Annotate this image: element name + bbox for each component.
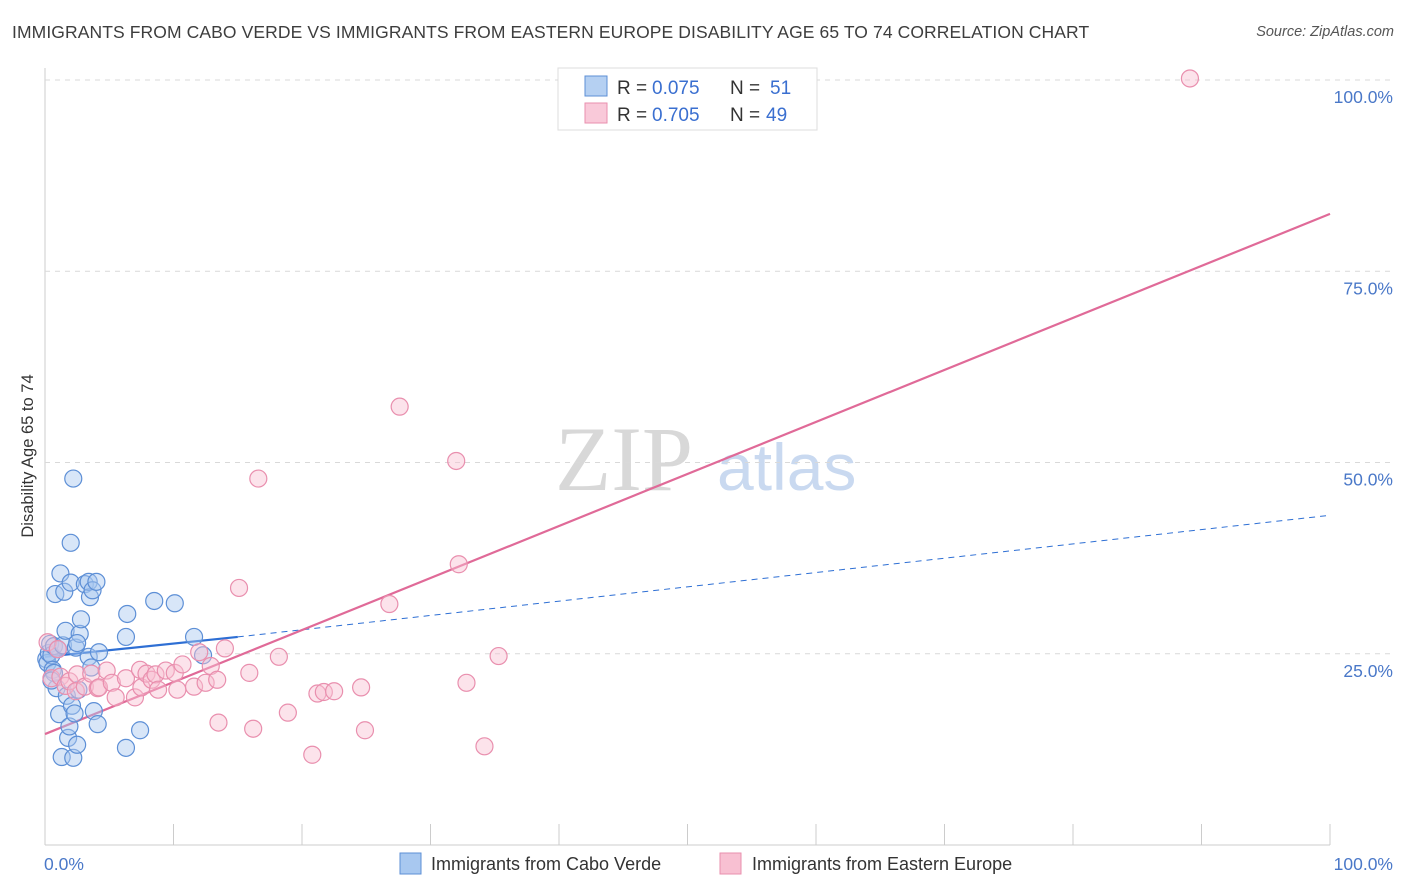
data-point-eastern-europe [457,673,476,692]
legend-label-eastern-europe: Immigrants from Eastern Europe [752,854,1012,874]
data-point-eastern-europe [106,688,125,707]
data-point-eastern-europe [489,646,508,666]
data-point-eastern-europe [249,469,268,488]
data-point-cabo-verde [130,721,150,740]
watermark-zip: ZIP [555,408,693,510]
data-point-eastern-europe [125,688,145,707]
x-tick-label-max: 100.0% [1334,854,1393,874]
data-point-cabo-verde [51,564,70,583]
stats-r-value-1: 0.075 [652,78,700,99]
data-point-eastern-europe [447,451,466,471]
stats-r-label-1: R = [617,78,647,99]
data-point-cabo-verde [50,705,69,724]
source-credit: Source: ZipAtlas.com [1256,24,1394,40]
trend-line-eastern-europe [44,212,1331,736]
stats-n-value-2: 49 [766,105,787,126]
stats-r-value-2: 0.705 [652,105,700,126]
y-tick-label: 25.0% [1343,661,1393,681]
data-point-cabo-verde [61,573,80,592]
data-point-eastern-europe [303,745,322,764]
legend-label-cabo-verde: Immigrants from Cabo Verde [431,854,661,874]
data-point-cabo-verde [79,572,98,591]
data-point-cabo-verde [65,704,84,723]
data-point-eastern-europe [48,640,67,659]
data-point-eastern-europe [116,669,136,688]
data-point-eastern-europe [1180,69,1200,88]
data-point-eastern-europe [148,680,168,699]
data-point-eastern-europe [196,673,215,692]
chart-title: IMMIGRANTS FROM CABO VERDE VS IMMIGRANTS… [12,22,1090,42]
stats-box: R = 0.075 N = 51 R = 0.705 N = 49 [557,67,818,131]
data-point-cabo-verde [83,581,102,600]
data-point-eastern-europe [475,737,494,756]
data-point-cabo-verde [88,715,107,734]
data-point-eastern-europe [173,655,192,674]
data-point-eastern-europe [244,719,263,738]
data-point-cabo-verde [64,469,83,488]
data-point-cabo-verde [71,610,91,629]
data-point-eastern-europe [352,678,371,697]
y-tick-label: 75.0% [1343,278,1393,298]
stats-n-value-1: 51 [770,78,791,99]
legend: Immigrants from Cabo Verde Immigrants fr… [399,852,1012,875]
trend-line-cabo-verde [44,635,238,658]
y-axis-title: Disability Age 65 to 74 [19,374,37,537]
data-point-cabo-verde [59,728,78,748]
data-point-eastern-europe [240,663,259,682]
data-point-eastern-europe [269,647,288,666]
data-point-cabo-verde [55,582,74,601]
data-point-cabo-verde [145,591,164,611]
data-point-cabo-verde [118,604,137,624]
data-point-cabo-verde [68,633,87,653]
data-point-eastern-europe [168,680,187,699]
series-cabo-verde-points [37,469,213,767]
stats-n-label-2: N = [730,105,760,126]
data-point-eastern-europe [355,721,375,740]
data-point-cabo-verde [165,594,184,613]
data-point-cabo-verde [68,735,87,754]
gridlines [45,79,1393,655]
data-point-cabo-verde [184,627,204,647]
data-point-eastern-europe [325,682,344,701]
data-point-cabo-verde [89,643,109,662]
data-point-cabo-verde [116,627,136,647]
x-axis-ticks [173,824,1331,845]
data-point-eastern-europe [146,665,165,684]
data-point-eastern-europe [209,713,228,732]
y-axis-tick-labels: 25.0% 50.0% 75.0% 100.0% [1334,87,1393,681]
data-point-eastern-europe [102,673,121,692]
data-point-eastern-europe [190,643,209,662]
series-eastern-europe-points [38,69,1200,764]
data-point-cabo-verde [116,738,136,757]
data-point-eastern-europe [215,639,234,658]
trend-line-cabo-verde-extension [237,514,1331,638]
data-point-eastern-europe [314,682,333,702]
data-point-eastern-europe [390,397,409,416]
watermark-atlas: atlas [717,430,856,504]
data-point-eastern-europe [229,578,249,598]
trend-lines [44,212,1331,736]
legend-swatch-cabo-verde [399,852,422,875]
data-point-eastern-europe [449,555,468,574]
data-point-eastern-europe [88,679,107,698]
data-point-eastern-europe [278,703,297,722]
data-point-eastern-europe [38,633,57,652]
stats-swatch-cabo-verde [584,75,608,97]
data-point-eastern-europe [208,670,227,689]
y-tick-label: 50.0% [1343,470,1393,490]
stats-n-label-1: N = [730,78,760,99]
data-point-cabo-verde [87,572,106,591]
data-point-eastern-europe [380,594,399,614]
data-point-eastern-europe [42,669,61,688]
stats-swatch-eastern-europe [584,102,608,124]
y-tick-label: 100.0% [1334,87,1393,107]
x-tick-label-min: 0.0% [44,854,84,874]
stats-r-label-2: R = [617,105,647,126]
legend-swatch-eastern-europe [719,852,742,875]
data-point-eastern-europe [184,677,204,696]
data-point-cabo-verde [56,621,75,640]
data-point-cabo-verde [61,533,80,552]
